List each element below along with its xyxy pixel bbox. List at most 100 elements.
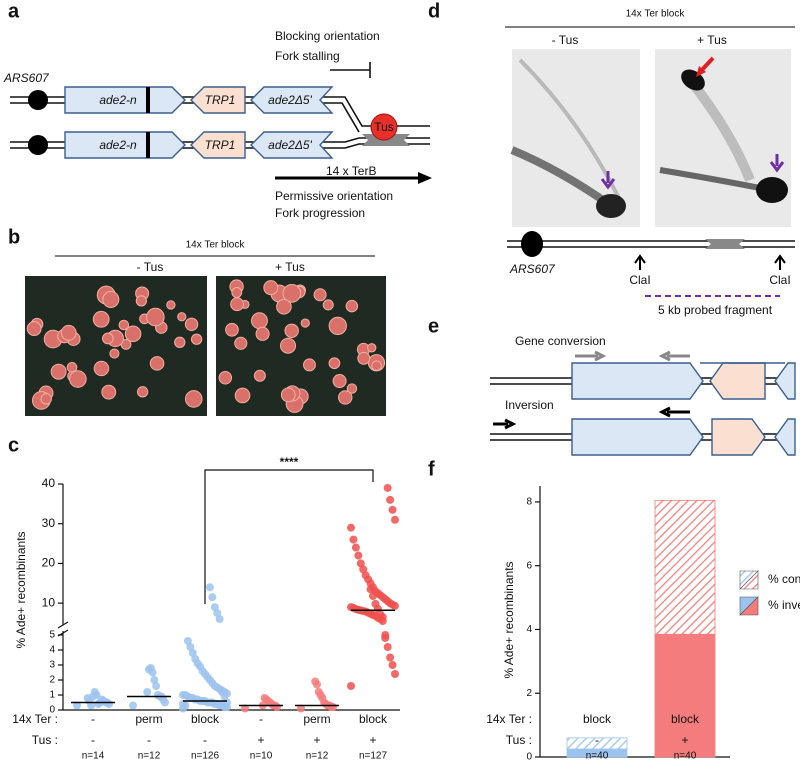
condition: + Tus [275,260,305,274]
colony [300,318,310,328]
colony [345,299,359,313]
data-point [388,505,397,514]
ars-label: ARS607 [509,262,556,276]
gene-label: ade2-n [99,138,137,152]
label: Fork progression [275,206,365,220]
tus-label: Tus [374,120,394,134]
block-symbol [330,62,371,78]
tus-protein [370,113,398,141]
y-tick-label: 30 [42,516,56,530]
y-tick-label: 1 [49,690,55,701]
colony [338,390,353,405]
panel-label: f [428,458,435,480]
x-tick-label: block [583,712,612,726]
legend-label: % inversions [768,598,800,612]
gene-label: ade2-n [99,93,137,107]
x-tick-label: + [257,733,264,747]
row-label: Tus : [506,733,532,747]
panel-label: c [8,434,19,456]
colony [280,387,296,403]
gel-spot [756,177,788,203]
colony [328,357,341,370]
data-point [191,655,200,663]
label: Gene conversion [515,334,606,348]
colony [118,319,130,331]
origin [521,231,543,257]
data-point [143,688,152,696]
dna-line [507,240,795,248]
data-point [366,585,375,594]
y-tick-label: 0 [526,752,532,762]
colony [184,317,199,331]
colony [124,325,142,343]
n-label: n=10 [250,751,273,762]
data-point [129,701,137,710]
colony [284,323,299,338]
significance-label: **** [280,455,299,469]
ter-array [705,239,745,249]
data-point [386,653,395,662]
y-tick-label: 2 [526,688,532,699]
data-point [383,643,392,651]
condition: + Tus [697,33,727,47]
n-label: n=12 [306,751,329,762]
gene [64,86,186,114]
x-tick-label: + [681,733,688,747]
x-tick-label: perm [135,712,162,726]
colony [332,374,347,389]
legend-swatch [739,596,759,616]
condition: - Tus [552,33,579,47]
row-label: 14x Ter : [12,712,58,726]
gene [250,131,334,159]
colony [92,310,110,328]
gene-label: TRP1 [205,93,236,107]
site-label: ClaI [629,273,650,287]
colony [357,351,371,365]
mutation [146,132,150,158]
site-label: ClaI [769,273,790,287]
data-point [356,559,365,568]
dna-row: ade2-n TRP1 ade2Δ5' [10,86,430,133]
panel-label: b [8,226,20,248]
data-point [383,483,392,492]
legend-swatch [739,570,759,590]
data-point [347,603,355,612]
data-point [188,649,197,657]
data-point [349,535,358,544]
colony [218,371,233,385]
y-axis-label: % Ade+ recombinants [502,561,516,678]
x-tick-label: - [595,733,599,747]
label: Blocking orientation [275,29,380,43]
data-point [208,593,217,602]
significance-bracket [204,469,374,604]
y-tick-label: 10 [42,595,56,609]
colony [69,370,87,388]
colony [102,291,120,308]
x-tick-label: block [359,712,388,726]
n-label: n=14 [82,751,105,762]
mutation [146,87,150,113]
y-tick-label: 4 [526,624,532,635]
colony [149,356,165,371]
primer [493,418,517,430]
colony [251,312,268,330]
gene [64,131,186,159]
y-tick-label: 6 [526,560,532,571]
panel-a: Blocking orientation Fork stalling ARS60… [3,29,432,220]
x-tick-label: - [203,733,207,747]
colony [346,383,358,394]
gene [571,418,704,456]
arrow [634,254,646,270]
gene-label: ade2Δ5' [268,138,312,152]
data-point [381,631,390,639]
panel-label: a [8,0,20,22]
x-tick-label: perm [303,712,330,726]
colony [101,384,117,400]
y-tick-label: 20 [42,556,56,570]
gene [774,362,796,400]
data-point [152,682,161,690]
row-label: 14x Ter : [486,712,532,726]
colony [166,300,176,310]
origin [28,135,48,155]
